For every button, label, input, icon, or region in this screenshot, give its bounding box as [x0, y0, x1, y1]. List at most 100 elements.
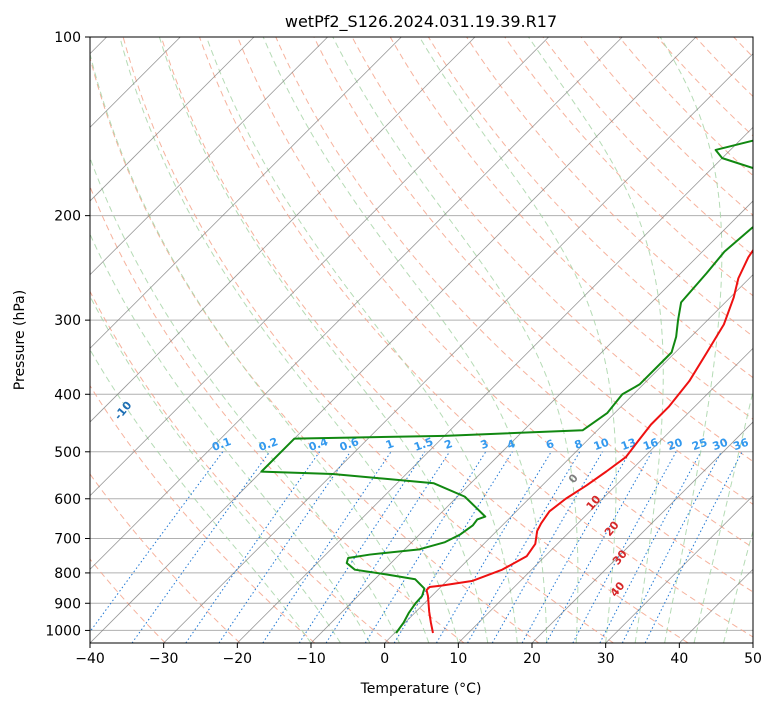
- x-tick-label: 20: [523, 651, 541, 667]
- mixing-ratio-label: 0.6: [338, 435, 361, 454]
- temperature-profile-line: [425, 248, 753, 634]
- isotherm-line: [531, 421, 753, 643]
- mixing-ratio-label: 25: [690, 436, 709, 453]
- x-tick-label: 50: [744, 651, 762, 667]
- moist-adiabat-line: [528, 37, 664, 643]
- isotherm-line: [90, 37, 402, 349]
- mixing-ratio-label: 20: [666, 436, 685, 454]
- mixing-ratio-label: 0.4: [307, 435, 330, 454]
- mixing-ratio-line: [185, 451, 320, 643]
- x-tick-label: −20: [223, 651, 253, 667]
- isotherm-line: [310, 200, 753, 643]
- x-tick-label: −40: [75, 651, 105, 667]
- moist-adiabat-line: [262, 37, 548, 643]
- dry-adiabat-line: [122, 37, 614, 643]
- dry-adiabat-line: [618, 37, 753, 177]
- mixing-ratio-line: [131, 451, 271, 643]
- reference-line-labels: 0.10.20.40.611.52346810131620253036-100-…: [112, 399, 751, 600]
- mixing-ratio-label: 10: [592, 436, 611, 454]
- mixing-ratio-line: [545, 451, 653, 643]
- mixing-ratio-label: 4: [505, 437, 517, 452]
- x-tick-label: 40: [670, 651, 688, 667]
- isotherm-line: [384, 274, 753, 643]
- dry-adiabat-line: [427, 37, 753, 379]
- pressure-gridlines: [90, 37, 753, 631]
- mixing-ratio-line: [218, 451, 351, 643]
- y-axis: 100 200 300 400 500 600 700 800 900 1000: [45, 30, 90, 639]
- dry-adiabat-line: [90, 384, 316, 643]
- dry-adiabat-line: [389, 37, 753, 420]
- isotherm-line: [90, 37, 476, 423]
- isotherms: [90, 37, 753, 643]
- moist-adiabat-line: [90, 295, 341, 643]
- isotherm-line: [163, 53, 753, 643]
- y-axis-label: Pressure (hPa): [12, 290, 28, 390]
- mixing-ratio-label: 8: [573, 437, 585, 452]
- x-tick-label: −10: [296, 651, 326, 667]
- mixing-ratio-label: 2: [443, 437, 455, 452]
- chart-title: wetPf2_S126.2024.031.19.39.R17: [285, 12, 557, 32]
- y-tick-label: 300: [54, 313, 81, 329]
- moist-adiabat-line: [723, 529, 753, 643]
- isotherm-line: [90, 37, 255, 202]
- mixing-ratio-line: [393, 451, 513, 643]
- y-tick-label: 600: [54, 492, 81, 508]
- mixing-ratio-label: 1.5: [412, 435, 435, 454]
- mixing-ratio-label: 0.2: [257, 435, 280, 454]
- plot-area: 0.10.20.40.611.52346810131620253036-100-…: [90, 37, 753, 643]
- mixing-ratio-label: 1: [384, 437, 396, 452]
- isotherm-line: [237, 126, 753, 643]
- x-axis-label: Temperature (°C): [360, 681, 482, 697]
- dry-adiabat-line: [160, 37, 689, 643]
- y-tick-label: 1000: [45, 623, 81, 639]
- moist-adiabats: [90, 37, 753, 643]
- x-tick-label: 0: [380, 651, 389, 667]
- mixing-ratio-label: 0.1: [210, 435, 233, 454]
- mixing-ratio-label: 3: [479, 437, 491, 452]
- moist-adiabat-line: [90, 232, 371, 643]
- y-tick-label: 100: [54, 30, 81, 46]
- y-tick-label: 200: [54, 209, 81, 225]
- mixing-ratio-line: [521, 451, 631, 643]
- mixing-ratio-line: [572, 451, 677, 643]
- sounding-series: [260, 139, 753, 634]
- mixing-ratio-label: 16: [641, 436, 660, 454]
- x-tick-label: −30: [149, 651, 179, 667]
- y-tick-label: 900: [54, 596, 81, 612]
- dry-adiabat-line: [351, 37, 753, 463]
- mixing-ratio-label: 6: [544, 437, 556, 452]
- dry-adiabat-line: [237, 37, 753, 593]
- mixing-ratio-label: 30: [711, 436, 730, 454]
- moist-adiabat-line: [419, 37, 617, 643]
- moist-adiabat-line: [158, 37, 489, 643]
- mixing-ratio-line: [467, 451, 581, 643]
- y-tick-label: 500: [54, 445, 81, 461]
- dry-adiabat-line: [90, 290, 390, 643]
- isotherm-line: [90, 37, 697, 643]
- isotherm-line: [90, 37, 328, 276]
- x-tick-label: 30: [597, 651, 615, 667]
- moist-adiabat-line: [659, 37, 723, 643]
- dry-adiabat-line: [504, 37, 753, 297]
- mixing-ratio-line: [491, 451, 603, 643]
- x-tick-label: 10: [449, 651, 467, 667]
- dry-adiabats: [90, 37, 753, 643]
- plot-frame: [89, 36, 754, 644]
- isotherm-line: [90, 37, 549, 497]
- moist-adiabat-line: [693, 389, 753, 643]
- isotherm-line: [458, 347, 753, 643]
- dry-adiabat-line: [90, 185, 465, 643]
- mixing-ratio-lines: [90, 451, 743, 643]
- dry-adiabat-line: [275, 37, 753, 549]
- y-tick-label: 700: [54, 532, 81, 548]
- y-tick-label: 400: [54, 387, 81, 403]
- dry-adiabat-line: [90, 55, 540, 643]
- dry-adiabat-line: [313, 37, 753, 505]
- moist-adiabat-line: [90, 156, 400, 643]
- mixing-ratio-line: [435, 451, 552, 643]
- isotherm-line: [90, 37, 623, 570]
- moist-adiabat-line: [332, 37, 579, 643]
- y-tick-label: 800: [54, 566, 81, 582]
